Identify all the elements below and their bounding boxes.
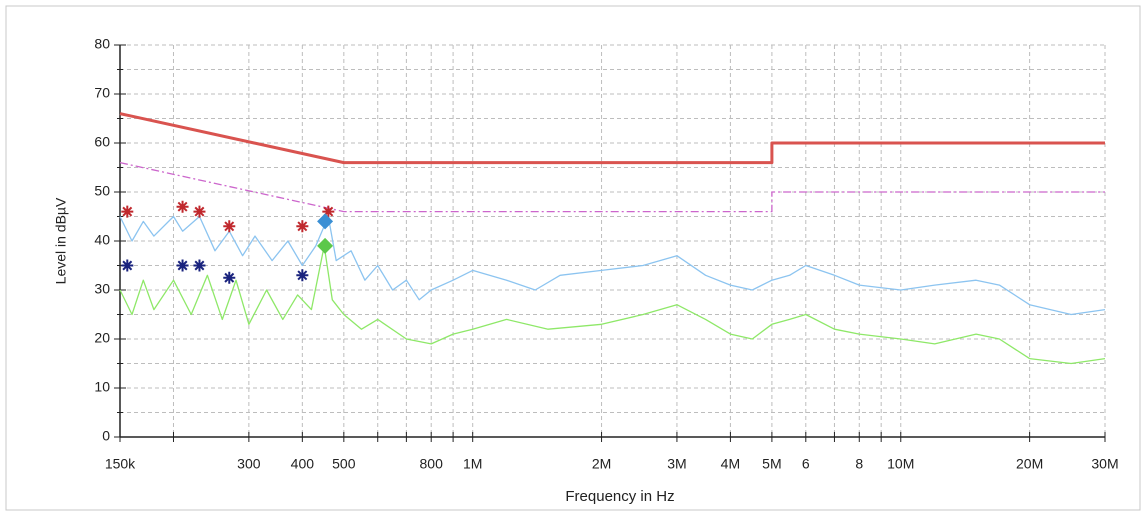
star-marker bbox=[121, 259, 134, 272]
x-tick-label: 300 bbox=[237, 456, 261, 472]
y-tick-label: 50 bbox=[94, 183, 110, 199]
star-marker bbox=[296, 220, 309, 233]
x-tick-label: 10M bbox=[887, 456, 914, 472]
star-marker bbox=[176, 259, 189, 272]
diamond-marker bbox=[317, 213, 334, 230]
y-tick-label: 40 bbox=[94, 232, 110, 248]
y-tick-label: 80 bbox=[94, 36, 110, 52]
trace bbox=[119, 245, 1106, 365]
y-axis-label: Level in dBµV bbox=[53, 197, 69, 284]
x-tick-label: 400 bbox=[291, 456, 315, 472]
star-marker bbox=[322, 205, 335, 218]
star-marker bbox=[121, 205, 134, 218]
star-marker bbox=[193, 205, 206, 218]
x-tick-label: 800 bbox=[420, 456, 444, 472]
y-tick-label: 30 bbox=[94, 281, 110, 297]
x-tick-label: 150k bbox=[105, 456, 136, 472]
y-tick-label: 10 bbox=[94, 379, 110, 395]
x-tick-label: 2M bbox=[592, 456, 611, 472]
y-tick-label: 60 bbox=[94, 134, 110, 150]
x-tick-label: 8 bbox=[855, 456, 863, 472]
x-tick-label: 1M bbox=[463, 456, 482, 472]
diamond-marker bbox=[317, 237, 334, 254]
y-tick-label: 0 bbox=[102, 428, 110, 444]
star-marker bbox=[223, 220, 236, 233]
x-tick-label: 5M bbox=[762, 456, 781, 472]
x-tick-label: 6 bbox=[802, 456, 810, 472]
x-tick-label: 30M bbox=[1091, 456, 1118, 472]
star-marker bbox=[176, 200, 189, 213]
chart-frame bbox=[5, 5, 1141, 511]
star-marker bbox=[193, 259, 206, 272]
x-tick-label: 3M bbox=[667, 456, 686, 472]
y-tick-label: 70 bbox=[94, 85, 110, 101]
x-axis-label: Frequency in Hz bbox=[565, 488, 674, 505]
star-marker bbox=[223, 271, 236, 284]
y-tick-label: 20 bbox=[94, 330, 110, 346]
x-tick-label: 500 bbox=[332, 456, 356, 472]
x-tick-label: 4M bbox=[721, 456, 740, 472]
trace bbox=[119, 161, 1105, 213]
trace bbox=[119, 215, 1106, 316]
star-marker bbox=[296, 269, 309, 282]
trace bbox=[119, 112, 1105, 165]
x-tick-label: 20M bbox=[1016, 456, 1043, 472]
